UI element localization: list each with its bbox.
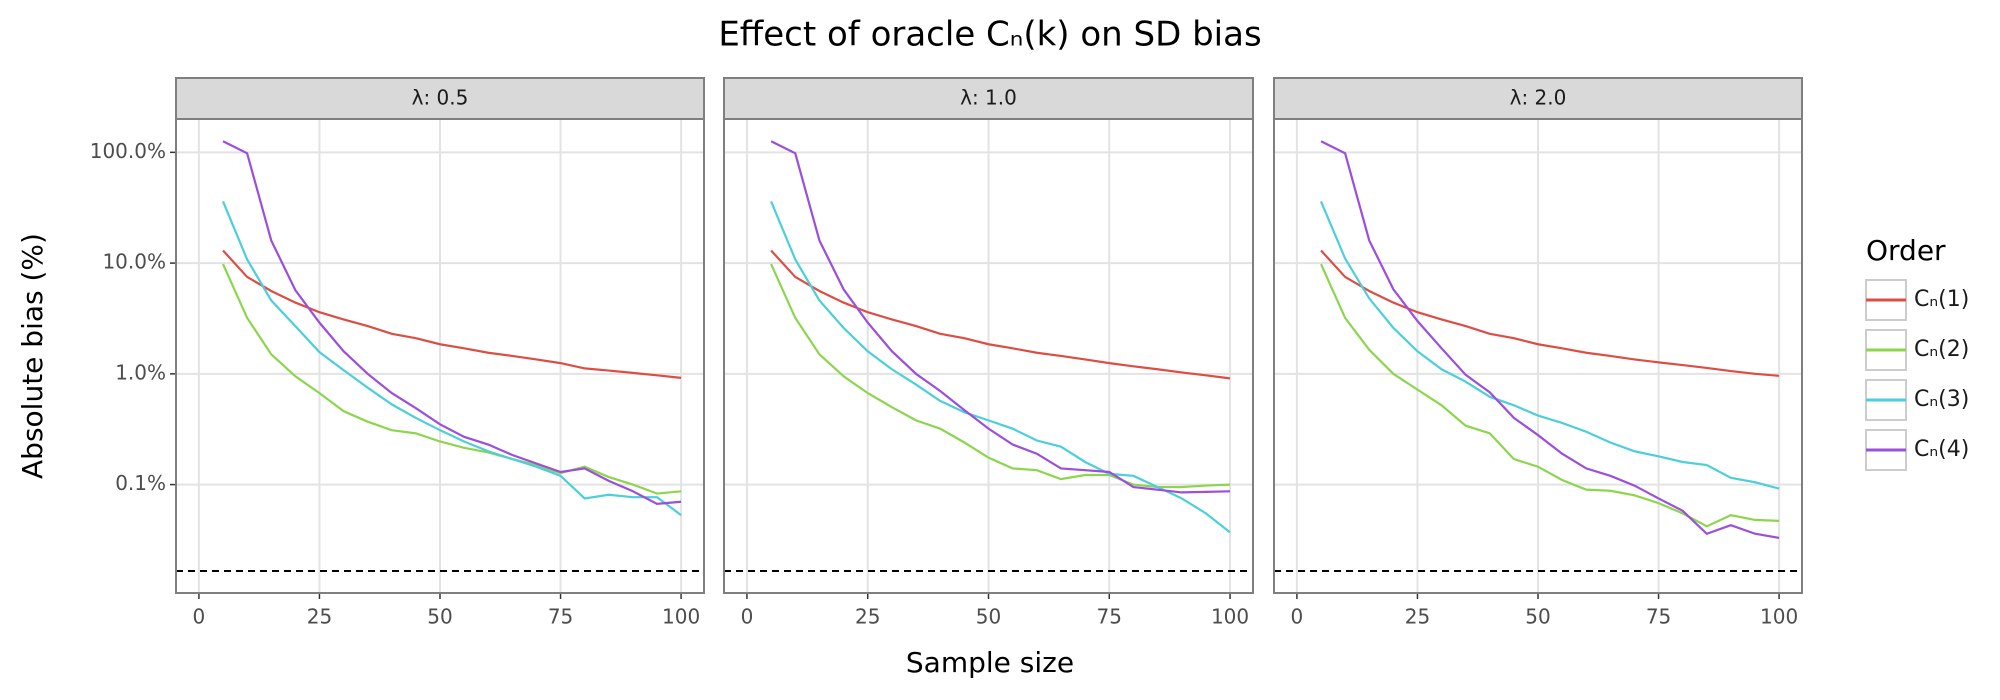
series-line: [1320, 249, 1780, 377]
facet-label: λ: 2.0: [1510, 86, 1567, 110]
x-tick-label: 100: [1760, 605, 1798, 629]
y-tick-label: 0.1%: [115, 471, 166, 495]
x-tick-label: 50: [427, 605, 452, 629]
x-tick-label: 75: [1646, 605, 1671, 629]
series-line: [770, 140, 1231, 494]
series-line: [222, 140, 682, 505]
x-axis-label: Sample size: [906, 646, 1074, 679]
x-tick-label: 50: [976, 605, 1001, 629]
series-line: [222, 249, 682, 379]
legend-label: Cₙ(2): [1914, 337, 1969, 362]
legend-label: Cₙ(1): [1914, 287, 1969, 312]
panel-border: [175, 118, 705, 594]
x-tick-label: 100: [662, 605, 700, 629]
y-tick-label: 100.0%: [90, 139, 166, 163]
facet-strip: [723, 77, 1254, 120]
series-line: [222, 263, 682, 495]
x-tick-label: 0: [1291, 605, 1304, 629]
legend-label: Cₙ(3): [1914, 387, 1969, 412]
panel-border: [723, 118, 1254, 594]
y-tick-label: 10.0%: [102, 250, 166, 274]
x-tick-label: 25: [307, 605, 332, 629]
facet-label: λ: 0.5: [412, 86, 469, 110]
series-line: [770, 201, 1231, 534]
facet-strip: [175, 77, 705, 120]
panel-border: [1273, 118, 1803, 594]
y-tick-label: 1.0%: [115, 360, 166, 384]
x-tick-label: 0: [741, 605, 754, 629]
series-line: [1319, 201, 1780, 490]
y-axis-label: Absolute bias (%): [16, 233, 49, 479]
series-line: [221, 201, 682, 517]
series-line: [1320, 140, 1780, 540]
x-tick-label: 0: [193, 605, 206, 629]
legend-title: Order: [1866, 234, 1946, 267]
series-line: [1320, 263, 1780, 528]
legend-label: Cₙ(4): [1914, 437, 1969, 462]
x-tick-label: 75: [1097, 605, 1122, 629]
series-line: [770, 249, 1231, 380]
x-tick-label: 100: [1211, 605, 1249, 629]
series-line: [770, 263, 1231, 489]
x-tick-label: 75: [548, 605, 573, 629]
x-tick-label: 50: [1525, 605, 1550, 629]
x-tick-label: 25: [855, 605, 880, 629]
facet-strip: [1273, 77, 1803, 120]
x-tick-label: 25: [1405, 605, 1430, 629]
facet-label: λ: 1.0: [960, 86, 1017, 110]
chart-title: Effect of oracle Cₙ(k) on SD bias: [718, 15, 1261, 55]
